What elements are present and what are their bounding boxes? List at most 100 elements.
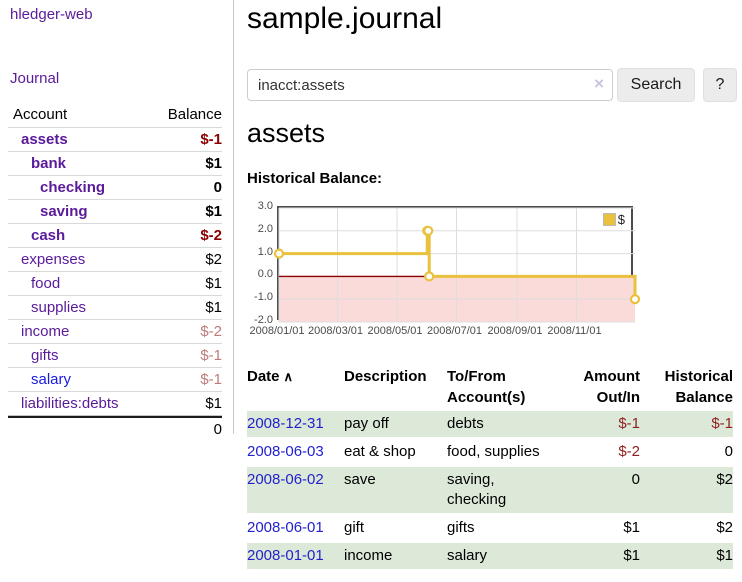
register-header-row: Date ∧ Description To/From Account(s) Amount O…	[247, 364, 733, 411]
account-balance: $-1	[151, 126, 222, 151]
transaction-balance-cell: $2	[640, 466, 733, 515]
account-link-checking[interactable]: checking	[40, 178, 106, 196]
register-header-date[interactable]: Date ∧	[247, 368, 294, 385]
clear-search-icon[interactable]: ×	[594, 74, 604, 93]
balance-chart: $ 3.0 2.0 1.0 0.0 -1.0 -2.0 2008/01/01 2008/03/…	[247, 198, 667, 340]
account-row: salary $-1	[8, 366, 222, 391]
account-balance: $1	[151, 198, 222, 223]
transaction-date-link[interactable]: 2008-06-01	[247, 519, 324, 536]
account-link-supplies[interactable]: supplies	[31, 298, 87, 316]
transaction-description-cell: gift	[344, 514, 447, 543]
transaction-amount-cell: $1	[559, 542, 640, 571]
transaction-amount-cell: $-1	[559, 411, 640, 439]
account-name-cell: saving	[8, 198, 152, 223]
search-input[interactable]	[247, 69, 613, 101]
account-row: supplies $1	[8, 294, 222, 319]
sidebar-item-journal[interactable]: Journal	[10, 70, 60, 87]
y-axis-label: 2.0	[257, 222, 273, 235]
transaction-accounts-cell: saving, checking	[447, 466, 559, 515]
account-balance: $-1	[151, 342, 222, 367]
register-header-amount-out-in: Amount Out/In	[583, 368, 640, 406]
data-point	[423, 225, 434, 236]
account-row: expenses $2	[8, 246, 222, 271]
page-title: sample.journal	[247, 2, 443, 35]
transaction-date-link[interactable]: 2008-06-03	[247, 443, 324, 460]
transaction-date-link[interactable]: 2008-01-01	[247, 547, 324, 564]
transaction-date-cell: 2008-06-03	[247, 438, 344, 467]
transaction-balance-cell: $2	[640, 514, 733, 543]
x-axis-label: 2008/11/01	[547, 325, 602, 337]
transaction-amount-cell: $1	[559, 514, 640, 543]
account-name-cell: assets	[8, 126, 152, 151]
account-link-expenses[interactable]: expenses	[21, 250, 86, 268]
account-link-cash[interactable]: cash	[31, 226, 66, 244]
account-balance: $1	[151, 294, 222, 319]
transaction-amount-cell: 0	[559, 466, 640, 515]
account-row: liabilities:debts $1	[8, 390, 222, 415]
main-content: sample.journal × Search ? assets Histori…	[247, 0, 742, 582]
x-axis-label: 2008/09/01	[487, 325, 543, 337]
account-link-salary[interactable]: salary	[31, 370, 72, 388]
register-row: 2008-06-01 gift gifts $1 $2	[247, 514, 733, 543]
x-axis-label: 2008/01/01	[249, 325, 305, 337]
account-link-liabilities-debts[interactable]: liabilities:debts	[21, 394, 119, 412]
chart-plot-area: $	[273, 206, 641, 323]
y-axis-label: 1.0	[257, 245, 273, 258]
y-axis-label: 0.0	[257, 268, 273, 281]
sort-ascending-icon: ∧	[283, 369, 294, 384]
y-axis-label: 3.0	[257, 200, 273, 212]
account-link-saving[interactable]: saving	[40, 202, 88, 220]
x-axis-label: 2008/05/01	[367, 325, 423, 337]
sidebar-divider	[233, 0, 234, 434]
transaction-description-cell: income	[344, 542, 447, 571]
transaction-date-link[interactable]: 2008-12-31	[247, 415, 324, 432]
account-balance: $2	[151, 246, 222, 271]
transaction-date-link[interactable]: 2008-06-02	[247, 471, 324, 488]
account-name-cell: supplies	[8, 294, 152, 319]
legend-label: $	[617, 212, 625, 227]
transaction-date-cell: 2008-06-01	[247, 514, 344, 543]
accounts-total-value: 0	[8, 416, 222, 441]
search-button[interactable]: Search	[617, 68, 695, 102]
legend-swatch-icon	[602, 213, 616, 226]
chart-legend: $	[602, 212, 625, 227]
register-row: 2008-12-31 pay off debts $-1 $-1	[247, 411, 733, 439]
account-row: bank $1	[8, 150, 222, 175]
y-axis-label: -2.0	[254, 314, 273, 326]
account-row: gifts $-1	[8, 342, 222, 367]
data-point	[273, 248, 285, 259]
transaction-description-cell: pay off	[344, 411, 447, 439]
chart-title: Historical Balance:	[247, 170, 383, 187]
account-link-assets[interactable]: assets	[21, 130, 68, 148]
account-row: cash $-2	[8, 222, 222, 247]
transaction-accounts-cell: debts	[447, 411, 559, 439]
transaction-description-cell: save	[344, 466, 447, 515]
account-link-bank[interactable]: bank	[31, 154, 67, 172]
transaction-accounts-cell: salary	[447, 542, 559, 571]
transaction-balance-cell: $-1	[640, 411, 733, 439]
account-name-cell: food	[8, 270, 152, 295]
help-button[interactable]: ?	[703, 68, 737, 102]
account-balance: $-2	[151, 318, 222, 343]
transaction-balance-cell: $1	[640, 542, 733, 571]
account-name-cell: liabilities:debts	[8, 390, 152, 415]
account-name-cell: bank	[8, 150, 152, 175]
account-link-income[interactable]: income	[21, 322, 70, 340]
y-axis-label: -1.0	[254, 291, 273, 304]
account-link-gifts[interactable]: gifts	[31, 346, 59, 364]
account-name-cell: expenses	[8, 246, 152, 271]
register-row: 2008-01-01 income salary $1 $1	[247, 542, 733, 571]
account-name-cell: cash	[8, 222, 152, 247]
data-point	[629, 294, 641, 305]
app-title-link[interactable]: hledger-web	[10, 6, 93, 23]
account-link-food[interactable]: food	[31, 274, 61, 292]
account-balance: $1	[151, 150, 222, 175]
data-point	[424, 271, 435, 282]
register-row: 2008-06-02 save saving, checking 0 $2	[247, 466, 733, 515]
account-balance: 0	[151, 174, 222, 199]
account-name-cell: salary	[8, 366, 152, 391]
register-header-to-from-account-s: To/From Account(s)	[447, 368, 526, 406]
transaction-accounts-cell: food, supplies	[447, 438, 559, 467]
account-balance: $-1	[151, 366, 222, 391]
account-name-cell: income	[8, 318, 152, 343]
